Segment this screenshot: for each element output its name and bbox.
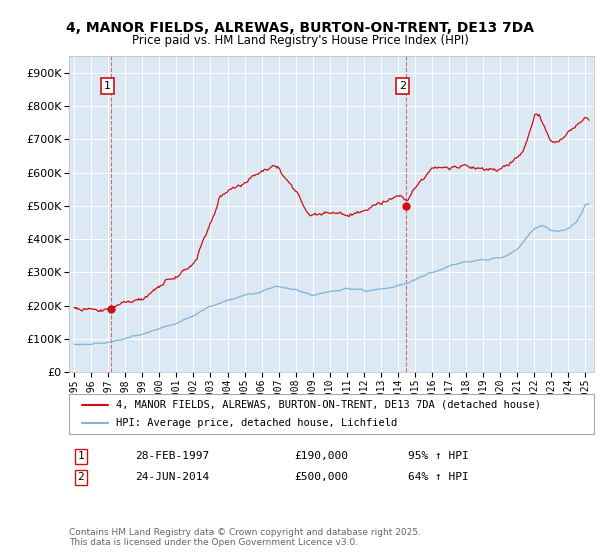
Text: £500,000: £500,000 — [294, 472, 348, 482]
Text: 4, MANOR FIELDS, ALREWAS, BURTON-ON-TRENT, DE13 7DA: 4, MANOR FIELDS, ALREWAS, BURTON-ON-TREN… — [66, 21, 534, 35]
Text: 28-FEB-1997: 28-FEB-1997 — [135, 451, 209, 461]
Text: 1: 1 — [104, 81, 111, 91]
Text: Contains HM Land Registry data © Crown copyright and database right 2025.
This d: Contains HM Land Registry data © Crown c… — [69, 528, 421, 547]
Text: HPI: Average price, detached house, Lichfield: HPI: Average price, detached house, Lich… — [116, 418, 398, 428]
Text: 64% ↑ HPI: 64% ↑ HPI — [408, 472, 469, 482]
Text: 2: 2 — [77, 472, 85, 482]
Text: 4, MANOR FIELDS, ALREWAS, BURTON-ON-TRENT, DE13 7DA (detached house): 4, MANOR FIELDS, ALREWAS, BURTON-ON-TREN… — [116, 400, 541, 409]
Text: 24-JUN-2014: 24-JUN-2014 — [135, 472, 209, 482]
Text: £190,000: £190,000 — [294, 451, 348, 461]
Text: Price paid vs. HM Land Registry's House Price Index (HPI): Price paid vs. HM Land Registry's House … — [131, 34, 469, 46]
Text: 2: 2 — [399, 81, 406, 91]
Text: 95% ↑ HPI: 95% ↑ HPI — [408, 451, 469, 461]
Text: 1: 1 — [77, 451, 85, 461]
